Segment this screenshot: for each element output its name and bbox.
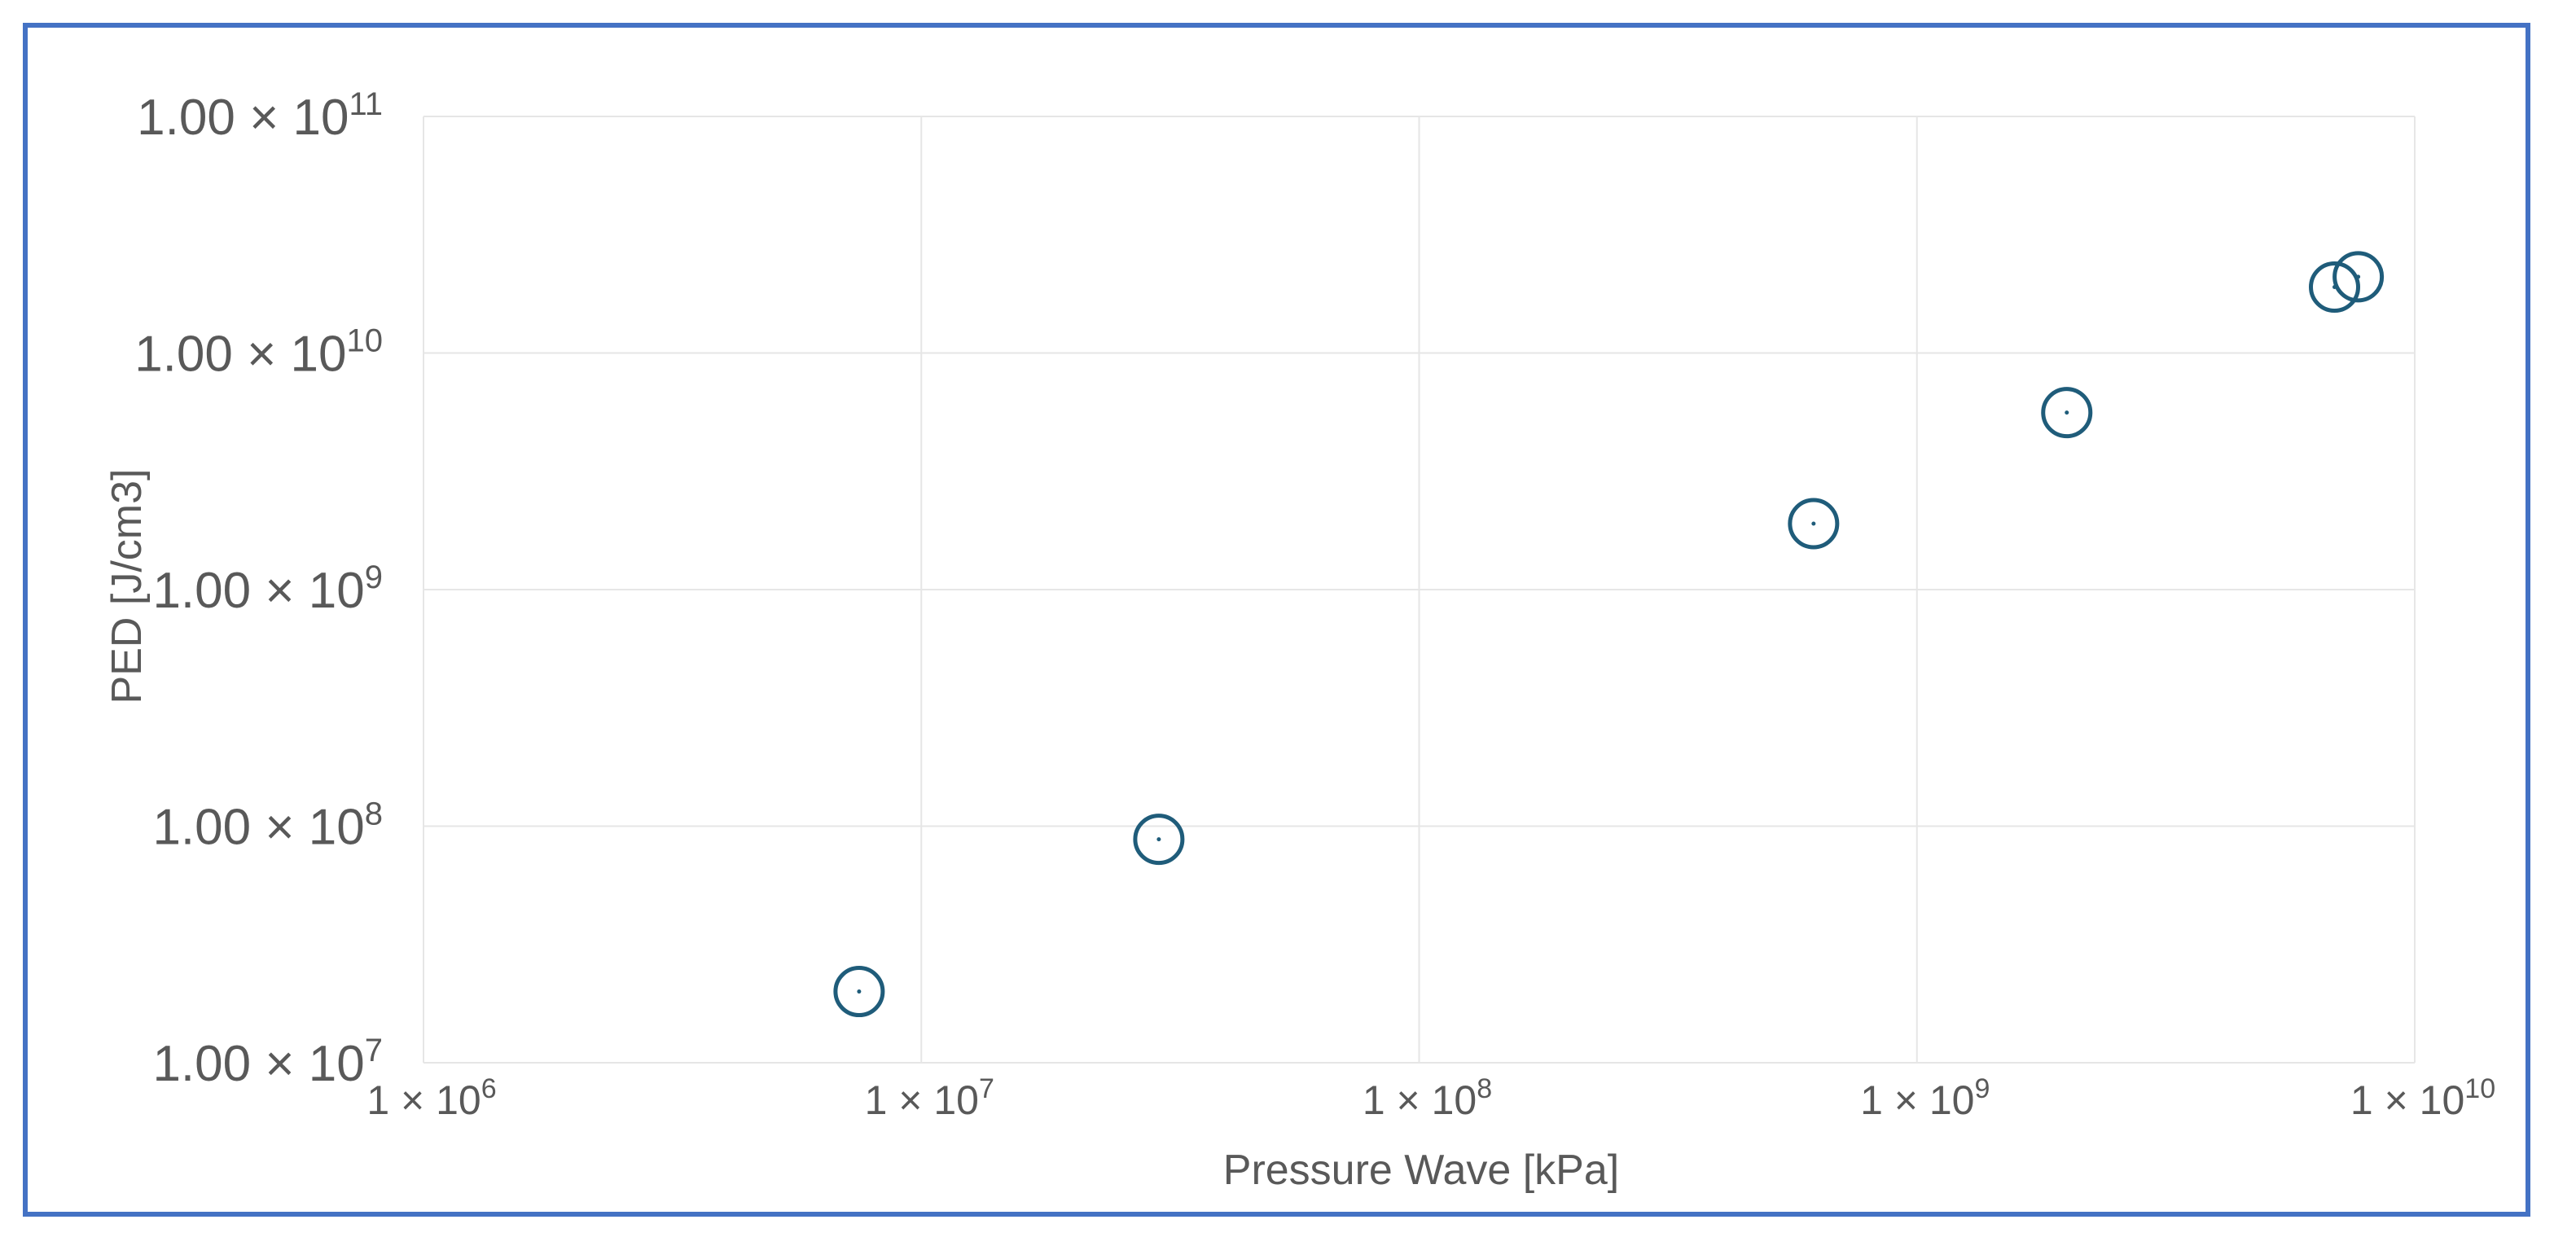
data-point bbox=[1133, 814, 1185, 866]
data-point bbox=[1788, 498, 1840, 550]
data-point-marker bbox=[833, 966, 885, 1018]
data-point-center bbox=[2356, 274, 2361, 279]
data-point-center bbox=[1811, 521, 1816, 526]
data-point bbox=[2332, 251, 2385, 303]
y-tick-label: 1.00 × 1011 bbox=[137, 86, 383, 146]
x-tick-labels: 1 × 106 1 × 107 1 × 108 1 × 109 1 × 1010 bbox=[366, 1073, 2495, 1123]
x-tick-label: 1 × 107 bbox=[865, 1073, 994, 1123]
y-axis-title: PED [J/cm3] bbox=[103, 469, 151, 704]
x-tick-label: 1 × 109 bbox=[1860, 1073, 1990, 1123]
y-tick-label: 1.00 × 107 bbox=[152, 1033, 383, 1092]
y-tick-label: 1.00 × 108 bbox=[152, 796, 383, 856]
data-point-marker bbox=[2332, 251, 2385, 303]
y-tick-label: 1.00 × 1010 bbox=[134, 323, 383, 383]
data-points bbox=[833, 251, 2385, 1018]
chart-frame bbox=[23, 23, 2530, 1217]
x-tick-label: 1 × 108 bbox=[1363, 1073, 1492, 1123]
data-point-center bbox=[857, 989, 862, 994]
data-point-marker bbox=[1133, 814, 1185, 866]
y-tick-labels: 1.00 × 107 1.00 × 108 1.00 × 109 1.00 × 101… bbox=[134, 86, 383, 1092]
data-point-marker bbox=[2041, 387, 2093, 439]
data-point bbox=[2041, 387, 2093, 439]
x-tick-label: 1 × 1010 bbox=[2350, 1073, 2495, 1123]
x-tick-label: 1 × 106 bbox=[366, 1073, 496, 1123]
x-axis-title: Pressure Wave [kPa] bbox=[1223, 1147, 1619, 1194]
data-point bbox=[833, 966, 885, 1018]
grid-lines bbox=[423, 116, 2416, 1064]
data-point-center bbox=[1156, 837, 1161, 842]
data-point-marker bbox=[1788, 498, 1840, 550]
data-point-center bbox=[2065, 410, 2069, 415]
y-tick-label: 1.00 × 109 bbox=[152, 559, 383, 619]
data-point-marker bbox=[2308, 261, 2360, 314]
